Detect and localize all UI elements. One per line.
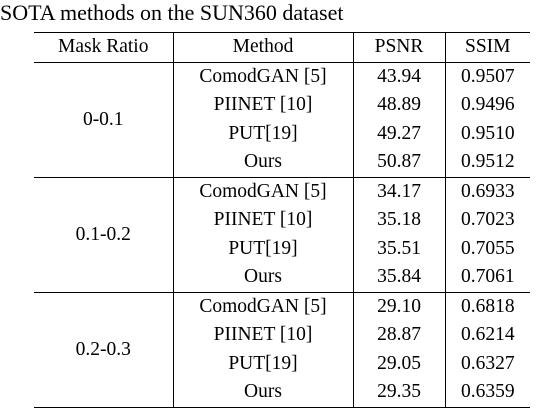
ssim-cell: 0.9510 [460,122,515,144]
method-cell: PUT[19] [173,349,354,378]
table-row: PIINET [10] 48.89 0.9496 [34,91,530,120]
mask-ratio-cell: 0-0.1 [34,62,174,177]
header-mask-ratio: Mask Ratio [34,32,174,62]
psnr-cell: 35.18 [353,206,446,235]
method-cell: PIINET [10] [173,321,354,350]
results-table: Mask Ratio Method PSNR SSIM 0-0.1 ComodGA… [34,32,530,408]
method-cell: Ours [173,263,354,292]
method-cell: PUT[19] [173,234,354,263]
method-cell: ComodGAN [5] [173,177,354,206]
psnr-cell: 34.17 [353,177,446,206]
header-row: Mask Ratio Method PSNR SSIM [34,32,530,62]
mask-ratio-cell: 0.2-0.3 [34,292,174,407]
table-row: PUT[19] 29.05 0.6327 [34,349,530,378]
table-row: 0-0.1 ComodGAN [5] 43.94 0.9507 [34,62,530,177]
mask-ratio-cell: 0.1-0.2 [34,177,174,292]
method-cell: ComodGAN [5] [173,292,354,321]
ssim-cell: 0.9496 [460,94,515,116]
table-row: 0.1-0.2 ComodGAN [5] 34.17 0.6933 [34,177,530,292]
psnr-cell: 49.27 [353,119,446,148]
table-row: Ours 29.35 0.6359 [34,378,530,407]
method-cell: Ours [173,378,354,407]
ssim-cell: 0.9507 [460,65,515,87]
ssim-cell: 0.6933 [460,180,515,202]
psnr-cell: 35.51 [353,234,446,263]
header-method: Method [173,32,354,62]
table-row: 0.2-0.3 ComodGAN [5] 29.10 0.6818 [34,292,530,407]
header-psnr: PSNR [353,32,446,62]
ssim-cell: 0.9512 [460,151,515,173]
method-cell: PIINET [10] [173,91,354,120]
table-row: PIINET [10] 35.18 0.7023 [34,206,530,235]
psnr-cell: 43.94 [353,62,446,91]
method-cell: ComodGAN [5] [173,62,354,91]
psnr-cell: 29.35 [353,378,446,407]
table-row: PUT[19] 35.51 0.7055 [34,234,530,263]
ssim-cell: 0.6214 [460,324,515,346]
table-row: Ours 35.84 0.7061 [34,263,530,292]
ssim-cell: 0.6327 [460,352,515,374]
table-caption: SOTA methods on the SUN360 dataset [0,0,344,25]
table-row: Ours 50.87 0.9512 [34,148,530,177]
header-ssim: SSIM [464,36,511,58]
method-cell: Ours [173,148,354,177]
psnr-cell: 29.05 [353,349,446,378]
psnr-cell: 29.10 [353,292,446,321]
ssim-cell: 0.7061 [460,266,515,288]
ssim-cell: 0.7055 [460,237,515,259]
psnr-cell: 28.87 [353,321,446,350]
ssim-cell: 0.7023 [460,209,515,231]
table-body: 0-0.1 ComodGAN [5] 43.94 0.9507 PIINET [10] 4… [34,62,530,407]
ssim-cell: 0.6359 [460,381,515,403]
method-cell: PUT[19] [173,119,354,148]
ssim-cell: 0.6818 [460,295,515,317]
psnr-cell: 50.87 [353,148,446,177]
table-row: PUT[19] 49.27 0.9510 [34,119,530,148]
table-row: PIINET [10] 28.87 0.6214 [34,321,530,350]
psnr-cell: 35.84 [353,263,446,292]
method-cell: PIINET [10] [173,206,354,235]
psnr-cell: 48.89 [353,91,446,120]
